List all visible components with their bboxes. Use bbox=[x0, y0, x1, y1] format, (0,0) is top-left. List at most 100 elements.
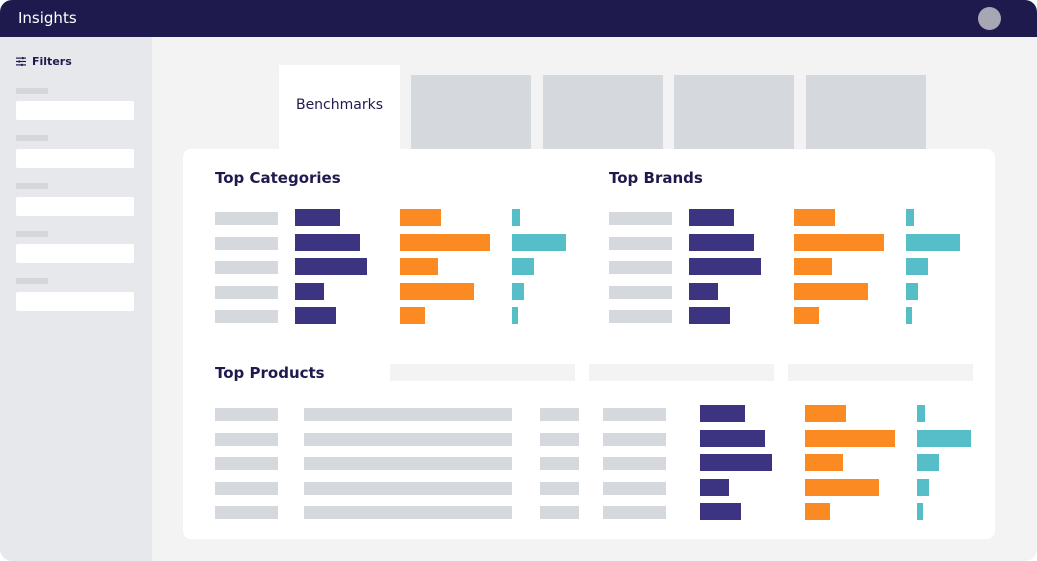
row-label-placeholder bbox=[215, 408, 278, 421]
row-label-placeholder bbox=[215, 506, 278, 519]
navy-bar bbox=[700, 503, 741, 520]
teal-bar bbox=[512, 233, 566, 251]
row-label-placeholder bbox=[603, 457, 666, 470]
teal-bar bbox=[917, 454, 939, 471]
row-label-placeholder bbox=[304, 457, 512, 470]
orange-bar bbox=[400, 233, 490, 251]
row-label-placeholder bbox=[215, 261, 278, 274]
teal-bar bbox=[917, 405, 925, 422]
teal-bar bbox=[906, 233, 960, 251]
row-label-placeholder bbox=[540, 432, 579, 446]
navy-bar bbox=[295, 209, 340, 226]
filter-input[interactable] bbox=[16, 149, 134, 168]
row-label-placeholder bbox=[215, 310, 278, 323]
orange-bar bbox=[400, 282, 474, 300]
row-label-placeholder bbox=[540, 457, 579, 470]
navy-bar bbox=[689, 307, 730, 324]
row-label-placeholder bbox=[304, 506, 512, 519]
teal-bar bbox=[906, 258, 928, 275]
orange-bar bbox=[805, 429, 895, 447]
navy-bar bbox=[295, 233, 360, 251]
benchmarks-card: Top Categories Top Brands Top Products bbox=[183, 149, 995, 539]
tab-placeholder[interactable] bbox=[411, 75, 531, 149]
teal-bar bbox=[906, 307, 912, 324]
filter-input[interactable] bbox=[16, 292, 134, 311]
navy-bar bbox=[700, 454, 772, 471]
row-label-placeholder bbox=[540, 408, 579, 421]
row-label-placeholder bbox=[609, 261, 672, 274]
app-title: Insights bbox=[18, 9, 77, 27]
row-label-placeholder bbox=[215, 236, 278, 250]
row-label-placeholder bbox=[603, 432, 666, 446]
filter-input[interactable] bbox=[16, 244, 134, 263]
orange-bar bbox=[805, 503, 830, 520]
navy-bar bbox=[295, 307, 336, 324]
row-label-placeholder bbox=[215, 432, 278, 446]
row-label-placeholder bbox=[304, 432, 512, 446]
row-label-placeholder bbox=[603, 408, 666, 421]
teal-bar bbox=[917, 503, 923, 520]
row-label-placeholder bbox=[540, 506, 579, 519]
teal-bar bbox=[512, 307, 518, 324]
row-label-placeholder bbox=[215, 481, 278, 495]
tab-benchmarks-label: Benchmarks bbox=[295, 97, 384, 113]
main-content: Benchmarks Top Categories Top Brands Top… bbox=[152, 37, 1037, 561]
teal-bar bbox=[917, 478, 929, 496]
filter-label bbox=[16, 231, 48, 237]
filters-label: Filters bbox=[32, 55, 72, 68]
teal-bar bbox=[512, 258, 534, 275]
row-label-placeholder bbox=[609, 236, 672, 250]
sliders-icon bbox=[16, 57, 26, 66]
filters-sidebar: Filters bbox=[0, 37, 152, 561]
tab-placeholder[interactable] bbox=[543, 75, 663, 149]
row-label-placeholder bbox=[609, 285, 672, 299]
row-label-placeholder bbox=[304, 408, 512, 421]
orange-bar bbox=[794, 209, 835, 226]
tab-placeholder[interactable] bbox=[674, 75, 794, 149]
top-bar: Insights bbox=[0, 0, 1037, 37]
navy-bar bbox=[689, 209, 734, 226]
filter-label bbox=[16, 183, 48, 189]
navy-bar bbox=[295, 258, 367, 275]
teal-bar bbox=[906, 209, 914, 226]
row-label-placeholder bbox=[609, 212, 672, 225]
orange-bar bbox=[794, 307, 819, 324]
filters-header[interactable]: Filters bbox=[16, 55, 72, 68]
orange-bar bbox=[805, 478, 879, 496]
teal-bar bbox=[906, 282, 918, 300]
navy-bar bbox=[689, 233, 754, 251]
row-label-placeholder bbox=[540, 481, 579, 495]
tab-benchmarks[interactable]: Benchmarks bbox=[279, 65, 400, 151]
row-label-placeholder bbox=[304, 481, 512, 495]
navy-bar bbox=[700, 405, 745, 422]
orange-bar bbox=[400, 307, 425, 324]
top-brands-title: Top Brands bbox=[609, 169, 703, 187]
filter-label bbox=[16, 278, 48, 284]
orange-bar bbox=[805, 454, 843, 471]
row-label-placeholder bbox=[603, 506, 666, 519]
products-column-header bbox=[390, 364, 575, 381]
products-column-header bbox=[589, 364, 774, 381]
orange-bar bbox=[794, 258, 832, 275]
teal-bar bbox=[512, 209, 520, 226]
avatar[interactable] bbox=[978, 7, 1001, 30]
row-label-placeholder bbox=[215, 285, 278, 299]
orange-bar bbox=[794, 282, 868, 300]
navy-bar bbox=[700, 429, 765, 447]
row-label-placeholder bbox=[215, 457, 278, 470]
navy-bar bbox=[700, 478, 729, 496]
tab-placeholder[interactable] bbox=[806, 75, 926, 149]
top-categories-title: Top Categories bbox=[215, 169, 341, 187]
filter-input[interactable] bbox=[16, 197, 134, 216]
teal-bar bbox=[512, 282, 524, 300]
filter-label bbox=[16, 88, 48, 94]
orange-bar bbox=[794, 233, 884, 251]
row-label-placeholder bbox=[609, 310, 672, 323]
navy-bar bbox=[295, 282, 324, 300]
teal-bar bbox=[917, 429, 971, 447]
products-column-header bbox=[788, 364, 973, 381]
top-products-title: Top Products bbox=[215, 364, 325, 382]
filter-input[interactable] bbox=[16, 101, 134, 120]
orange-bar bbox=[805, 405, 846, 422]
navy-bar bbox=[689, 258, 761, 275]
